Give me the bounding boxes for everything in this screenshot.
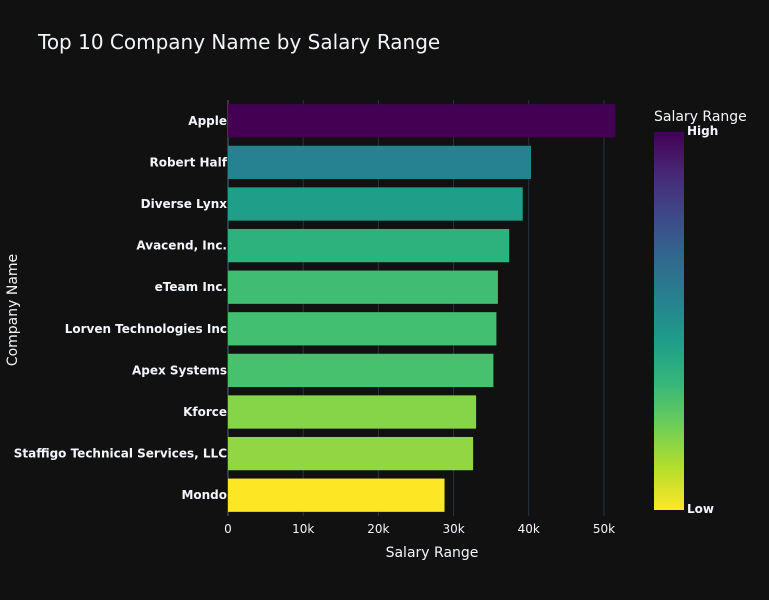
bar	[228, 104, 616, 138]
y-axis-title: Company Name	[5, 253, 21, 367]
y-tick-label: Robert Half	[149, 155, 227, 169]
y-tick-label: eTeam Inc.	[155, 280, 227, 294]
x-tick-label: 50k	[593, 522, 615, 536]
bar	[228, 395, 477, 429]
bar	[228, 312, 497, 346]
y-tick-label: Apex Systems	[132, 363, 227, 377]
y-tick-label: Kforce	[183, 405, 227, 419]
y-tick-label: Apple	[188, 114, 227, 128]
x-tick-label: 30k	[442, 522, 464, 536]
y-tick-label: Lorven Technologies Inc	[65, 322, 227, 336]
chart-title: Top 10 Company Name by Salary Range	[38, 30, 441, 54]
x-tick-label: 10k	[292, 522, 314, 536]
y-tick-label: Avacend, Inc.	[136, 239, 227, 253]
y-tick-label: Mondo	[181, 488, 227, 502]
y-tick-label: Diverse Lynx	[141, 197, 228, 211]
bar	[228, 145, 531, 180]
colorbar-high-label: High	[687, 124, 719, 138]
bar	[228, 228, 510, 263]
bar	[228, 436, 474, 471]
x-tick-label: 20k	[367, 522, 389, 536]
x-axis-title: Salary Range	[385, 545, 479, 561]
colorbar	[654, 132, 684, 510]
x-tick-label: 40k	[518, 522, 540, 536]
colorbar-low-label: Low	[687, 502, 714, 516]
y-tick-label: Staffigo Technical Services, LLC	[14, 447, 227, 461]
bar	[228, 353, 494, 388]
x-tick-label: 0	[224, 522, 232, 536]
bar	[228, 478, 445, 512]
colorbar-title: Salary Range	[654, 109, 747, 125]
bar	[228, 270, 498, 304]
bar	[228, 187, 523, 221]
